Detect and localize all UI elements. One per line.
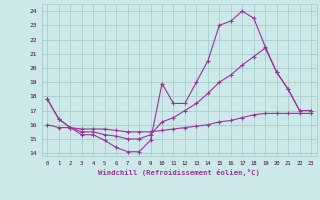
X-axis label: Windchill (Refroidissement éolien,°C): Windchill (Refroidissement éolien,°C) [98,169,260,176]
